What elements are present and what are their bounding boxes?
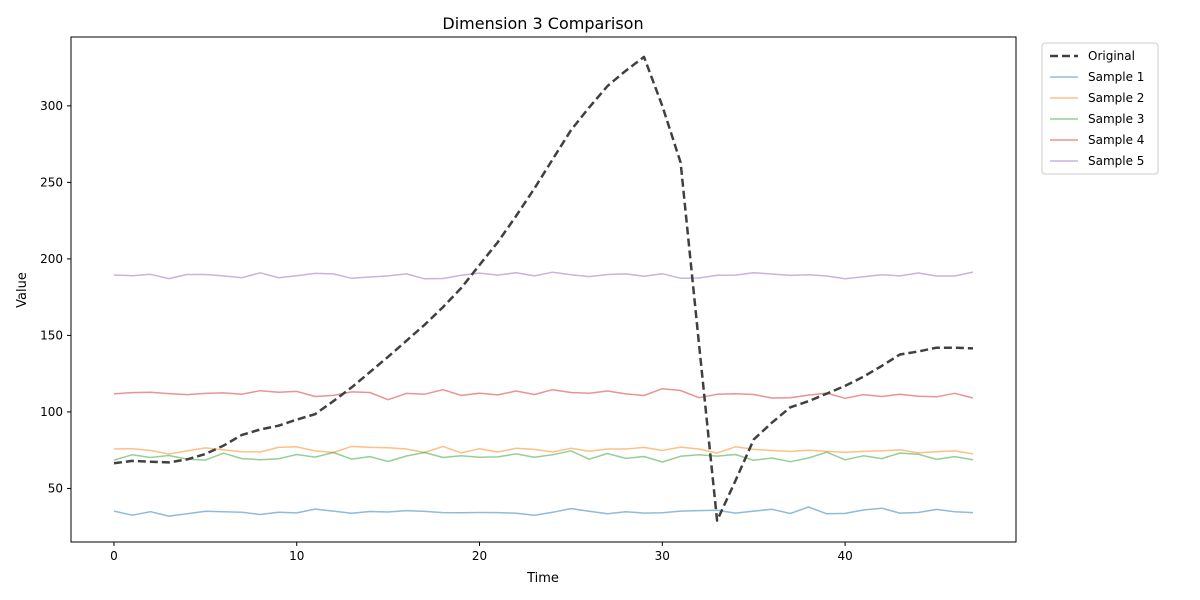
legend: Original Sample 1 Sample 2 Sample 3 Sample 4… [1041, 42, 1159, 175]
legend-label: Original [1088, 49, 1135, 63]
y-tick-label: 50 [48, 481, 63, 495]
y-axis: 50 100 150 200 250 300 [40, 99, 71, 495]
y-tick-label: 250 [40, 175, 63, 189]
x-axis-label: Time [526, 571, 559, 586]
x-axis: 0 10 20 30 40 [110, 542, 853, 563]
x-tick-label: 10 [289, 549, 304, 563]
y-tick-label: 100 [40, 405, 63, 419]
x-tick-label: 0 [110, 549, 118, 563]
plot-frame [70, 36, 1017, 543]
series-lines [113, 55, 974, 522]
x-tick-label: 20 [472, 549, 487, 563]
legend-label: Sample 5 [1088, 154, 1144, 168]
series-line-sample-2 [113, 445, 974, 455]
legend-label: Sample 3 [1088, 112, 1144, 126]
legend-label: Sample 4 [1088, 133, 1144, 147]
series-line-sample-5 [113, 271, 974, 280]
plot-area [71, 37, 1016, 542]
x-tick-label: 40 [837, 549, 852, 563]
legend-box [1041, 42, 1159, 175]
x-tick-label: 30 [655, 549, 670, 563]
y-axis-label: Value [15, 272, 30, 308]
legend-label: Sample 2 [1088, 91, 1144, 105]
series-line-original [113, 55, 974, 522]
series-line-sample-3 [113, 450, 974, 463]
series-line-sample-1 [113, 506, 974, 517]
y-tick-label: 300 [40, 99, 63, 113]
legend-label: Sample 1 [1088, 70, 1144, 84]
y-tick-label: 150 [40, 328, 63, 342]
series-line-sample-4 [113, 387, 974, 401]
chart-title: Dimension 3 Comparison [442, 14, 643, 33]
y-tick-label: 200 [40, 252, 63, 266]
